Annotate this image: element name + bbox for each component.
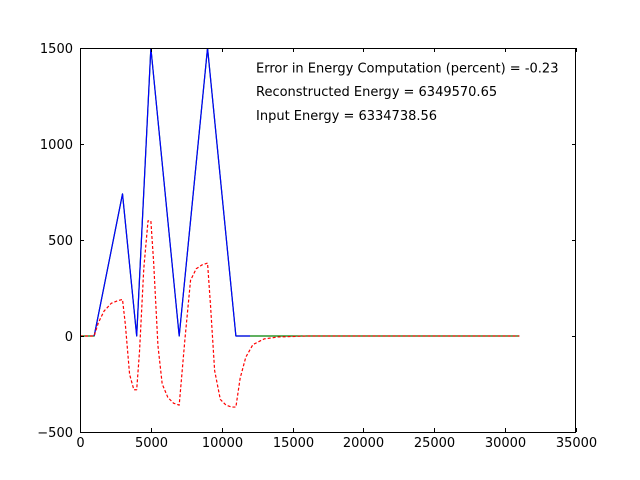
y-tick-label: 1000 xyxy=(40,138,73,153)
x-tick-label: 10000 xyxy=(202,436,243,451)
y-tick-label: −500 xyxy=(37,426,73,441)
x-tick-label: 5000 xyxy=(135,436,168,451)
plot-frame xyxy=(80,48,576,433)
tick-layer: 0 5000 10000 15000 20000 25000 30000 35000−5000… xyxy=(37,42,597,451)
y-tick-label: 500 xyxy=(48,234,73,249)
series-red-dashed-line xyxy=(80,220,520,408)
x-tick-label: 0 xyxy=(76,436,84,451)
y-tick-label: 1500 xyxy=(40,42,73,57)
x-tick-label: 25000 xyxy=(414,436,455,451)
x-tick-label: 20000 xyxy=(343,436,384,451)
annotation-error-percent: Error in Energy Computation (percent) = … xyxy=(256,62,558,77)
x-tick-label: 30000 xyxy=(485,436,526,451)
annotation-layer: Error in Energy Computation (percent) = … xyxy=(256,62,558,125)
annotation-reconstructed-energy: Reconstructed Energy = 6349570.65 xyxy=(256,85,497,100)
x-tick-label: 15000 xyxy=(273,436,314,451)
series-layer xyxy=(80,48,520,408)
annotation-input-energy: Input Energy = 6334738.56 xyxy=(256,109,437,124)
y-tick-label: 0 xyxy=(65,330,73,345)
series-blue-line xyxy=(93,48,251,337)
x-tick-label: 35000 xyxy=(556,436,597,451)
